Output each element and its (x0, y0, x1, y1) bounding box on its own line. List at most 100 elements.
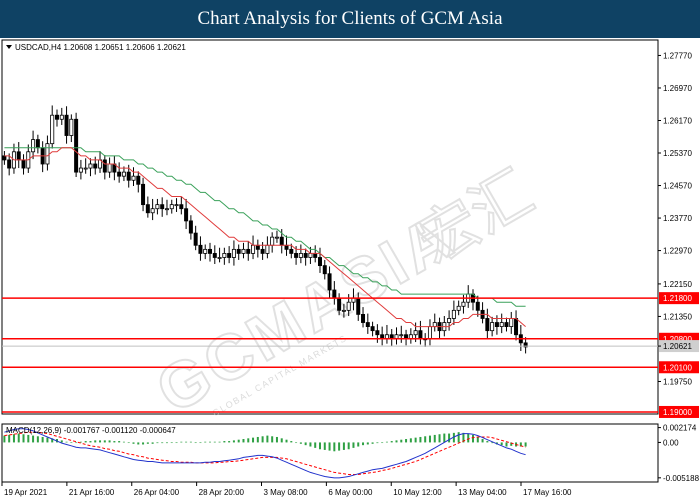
candle-body (136, 175, 141, 185)
watermark: GCMASIA 宏汇 GLOBAL CAPITAL MARKETS (143, 156, 545, 428)
price-tick-label: 1.22150 (663, 280, 692, 289)
candle (322, 259, 327, 280)
price-tick-label: 1.25370 (663, 149, 692, 158)
candle-body (427, 326, 432, 340)
collapse-triangle-icon[interactable] (6, 45, 12, 49)
macd-histogram-bar (390, 441, 393, 443)
macd-histogram-bar (285, 439, 288, 443)
candle-body (370, 326, 375, 332)
macd-histogram-bar (419, 436, 422, 443)
macd-histogram-bar (175, 442, 178, 444)
candle (490, 316, 495, 337)
symbol-info: USDCAD,H4 1.20608 1.20651 1.20606 1.2062… (15, 43, 186, 52)
macd-histogram-bar (79, 441, 82, 443)
macd-histogram-bar (223, 441, 226, 443)
price-tick-label: 1.23770 (663, 214, 692, 223)
candle-body (294, 253, 299, 258)
macd-histogram-bar (433, 434, 436, 443)
macd-histogram-bar (357, 442, 360, 447)
macd-histogram-bar (108, 440, 111, 443)
macd-histogram-bar (65, 441, 68, 443)
candle-body (169, 204, 174, 210)
macd-histogram-bar (204, 441, 207, 443)
macd-histogram-bar (189, 441, 192, 443)
candle-body (150, 208, 155, 214)
macd-histogram-bar (438, 434, 441, 443)
candle-body (50, 114, 55, 145)
candle-body (184, 208, 189, 222)
candle-body (93, 163, 98, 169)
macd-histogram-bar (467, 433, 470, 443)
macd-histogram-bar (199, 442, 202, 444)
candle-body (21, 159, 26, 169)
candle (45, 135, 50, 171)
candle-body (54, 114, 59, 120)
candle (112, 155, 117, 181)
macd-histogram-bar (519, 442, 522, 447)
time-tick-label: 3 May 08:00 (264, 488, 309, 497)
candle-body (317, 257, 322, 267)
candle-body (160, 204, 165, 210)
macd-histogram-bar (27, 434, 30, 443)
candle (16, 142, 21, 169)
macd-histogram-bar (60, 440, 63, 443)
candle (260, 242, 265, 260)
candle-body (308, 253, 313, 258)
macd-histogram-bar (36, 436, 39, 443)
price-tick-label: 1.22970 (663, 247, 692, 256)
macd-histogram-bar (237, 439, 240, 443)
price-tick-label: 1.26170 (663, 116, 692, 125)
macd-histogram-bar (304, 442, 307, 446)
candle-body (451, 309, 456, 319)
candle-body (174, 204, 179, 207)
time-tick-label: 6 May 00:00 (328, 488, 373, 497)
macd-histogram-bar (46, 437, 49, 443)
banner-title: Chart Analysis for Clients of GCM Asia (197, 8, 503, 29)
candle-body (274, 236, 279, 239)
macd-histogram-bar (103, 440, 106, 443)
candle-body (198, 244, 203, 254)
candle-body (64, 114, 69, 136)
candle (179, 196, 184, 215)
current-price-label-bg (659, 340, 699, 353)
macd-histogram-bar (137, 442, 140, 445)
macd-histogram-bar (275, 436, 278, 443)
macd-histogram-bar (118, 441, 121, 443)
candle (246, 241, 251, 261)
macd-histogram-bar (472, 434, 475, 443)
macd-histogram-bar (17, 433, 20, 443)
macd-histogram-bar (213, 441, 216, 443)
candle-body (499, 322, 504, 327)
candle-body (69, 118, 74, 136)
macd-histogram-bar (457, 432, 460, 443)
macd-histogram-bar (3, 435, 6, 443)
candle (251, 235, 256, 260)
candle (303, 248, 308, 266)
candle-body (88, 163, 93, 169)
candle-body (284, 244, 289, 250)
macd-pane-frame (1, 423, 659, 483)
candle (399, 325, 404, 343)
candle (451, 300, 456, 325)
time-tick-label: 10 May 12:00 (393, 488, 442, 497)
candle-body (279, 236, 284, 246)
candle (408, 328, 413, 344)
candle-body (78, 167, 83, 173)
candle (231, 240, 236, 266)
time-tick-label: 28 Apr 20:00 (199, 488, 245, 497)
candle-body (375, 330, 380, 336)
candle (121, 166, 126, 182)
candle (427, 319, 432, 346)
macd-histogram-bar (491, 442, 494, 444)
candle-body (102, 159, 107, 173)
candle (456, 300, 461, 316)
macd-histogram-bar (218, 441, 221, 443)
macd-histogram-bar (165, 442, 168, 444)
macd-histogram-bar (376, 442, 379, 444)
candle (327, 266, 332, 299)
candle (361, 307, 366, 328)
macd-histogram-bar (12, 434, 15, 443)
candle (7, 153, 12, 176)
level-label-bg (659, 292, 699, 305)
candle-body (255, 244, 260, 250)
